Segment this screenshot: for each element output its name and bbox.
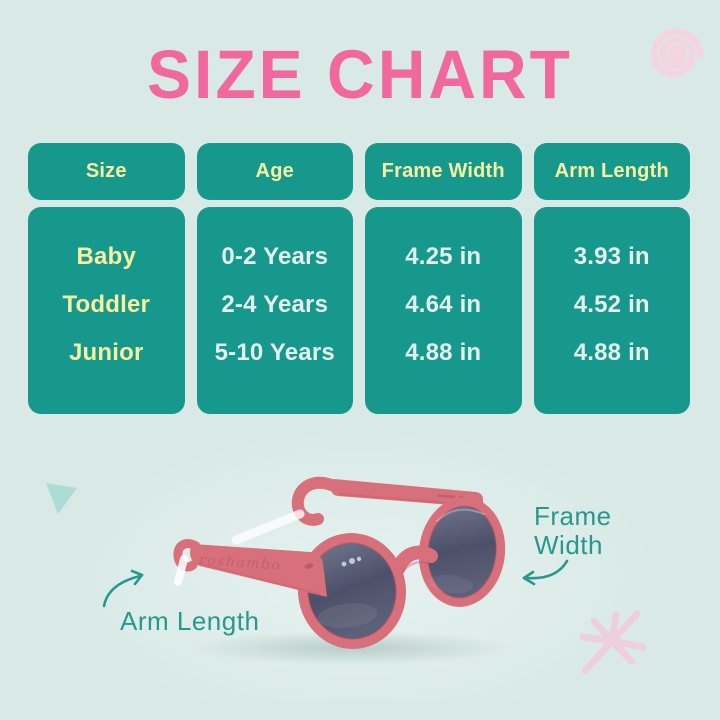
cell-arm-length-toddler: 4.52 in bbox=[573, 291, 650, 318]
frame-width-annotation-line2: Width bbox=[534, 530, 603, 560]
frame-width-annotation-line1: Frame bbox=[534, 501, 612, 531]
arm-length-annotation: Arm Length bbox=[120, 606, 260, 636]
strap-tip-top bbox=[231, 509, 305, 545]
column-header-frame-width: Frame Width bbox=[365, 143, 522, 200]
cell-size-junior: Junior bbox=[68, 339, 144, 366]
column-size: Baby Toddler Junior bbox=[28, 207, 185, 414]
frame-width-annotation: Frame Width bbox=[534, 502, 612, 560]
cell-frame-width-baby: 4.25 in bbox=[405, 243, 482, 270]
column-frame-width: 4.25 in 4.64 in 4.88 in bbox=[365, 207, 522, 414]
cell-frame-width-junior: 4.88 in bbox=[405, 339, 482, 366]
strap-tip-front bbox=[174, 555, 188, 586]
cell-age-junior: 5-10 Years bbox=[214, 339, 335, 366]
frame-width-arrow bbox=[522, 559, 569, 586]
column-header-arm-length: Arm Length bbox=[533, 143, 690, 200]
sparkle-icon bbox=[579, 610, 647, 675]
triangle-shape bbox=[46, 483, 77, 514]
cell-arm-length-junior: 4.88 in bbox=[573, 339, 650, 366]
cell-frame-width-toddler: 4.64 in bbox=[405, 291, 482, 318]
arm-length-arrow bbox=[102, 569, 144, 608]
column-header-size: Size bbox=[28, 143, 185, 200]
size-table: Size Age Frame Width Arm Length Baby Tod… bbox=[28, 143, 690, 414]
sunglasses-photo: roshambo bbox=[173, 476, 510, 665]
table-header-row: Size Age Frame Width Arm Length bbox=[28, 143, 690, 200]
page-title: SIZE CHART bbox=[147, 35, 573, 113]
column-arm-length: 3.93 in 4.52 in 4.88 in bbox=[533, 207, 690, 414]
column-header-age: Age bbox=[196, 143, 353, 200]
cell-age-baby: 0-2 Years bbox=[221, 243, 329, 270]
column-age: 0-2 Years 2-4 Years 5-10 Years bbox=[196, 207, 353, 414]
cell-age-toddler: 2-4 Years bbox=[221, 291, 329, 318]
table-body: Baby Toddler Junior 0-2 Years 2-4 Years … bbox=[28, 207, 690, 414]
cell-arm-length-baby: 3.93 in bbox=[573, 243, 650, 270]
spiral-icon bbox=[650, 28, 704, 78]
cell-size-toddler: Toddler bbox=[62, 291, 151, 318]
embossed-brand-text: roshambo bbox=[199, 552, 282, 574]
cell-size-baby: Baby bbox=[76, 243, 136, 270]
lens-reflection-dots bbox=[341, 556, 362, 567]
